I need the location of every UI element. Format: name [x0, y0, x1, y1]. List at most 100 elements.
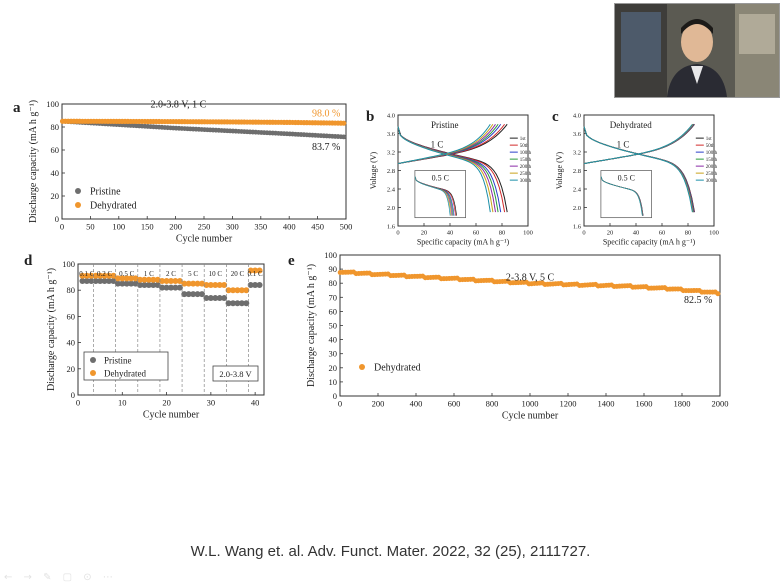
x-tick-label: 30	[207, 398, 216, 408]
rate-label: 0.5 C	[119, 270, 135, 278]
y-tick-label: 30	[329, 349, 338, 359]
y-tick-label: 80	[67, 285, 76, 295]
y-tick-label: 100	[46, 99, 59, 109]
legend-label: 200th	[706, 165, 718, 170]
y-tick-label: 3.6	[573, 131, 582, 138]
data-point	[207, 281, 214, 288]
panel-e-chart: 0 200 400 600 800 1000 1200 1400 1600 1800 2000 0 10…	[306, 250, 729, 422]
presentation-toolbar[interactable]: ← → ✎ ▢ ⊙ ⋯	[4, 572, 117, 583]
data-point	[97, 272, 104, 279]
series-dehydrated	[337, 269, 721, 297]
series-300th	[583, 123, 693, 213]
rate-label: 20 C	[231, 270, 245, 278]
y-tick-label: 3.2	[573, 149, 581, 156]
y-tick-label: 0	[55, 214, 59, 224]
x-axis-label: Cycle number	[143, 410, 200, 421]
y-tick-label: 40	[329, 335, 338, 345]
y-axis-label: Voltage (V)	[555, 151, 564, 189]
x-tick-label: 10	[118, 398, 127, 408]
legend-label: 1st	[520, 137, 526, 142]
data-point	[79, 272, 86, 279]
data-point	[238, 300, 245, 307]
panel-b-chart: 0 20 40 60 80 100 1.6 2.0 2.4 2.8 3.2 3.6 4.0 Specifi…	[369, 112, 533, 246]
x-tick-label: 1200	[560, 399, 577, 409]
y-tick-label: 60	[51, 145, 60, 155]
annotation-condition: 2.0-3.8 V, 1 C	[151, 99, 207, 110]
y-tick-label: 4.0	[573, 112, 581, 119]
panel-title: Pristine	[431, 120, 459, 130]
data-point	[172, 284, 179, 291]
x-tick-label: 0	[396, 230, 399, 237]
x-tick-label: 1600	[636, 399, 653, 409]
data-point	[225, 300, 232, 307]
annotation-retention-dehydrated: 98.0 %	[312, 109, 340, 120]
data-point	[83, 278, 90, 285]
panel-letter: a	[13, 100, 21, 116]
y-tick-label: 40	[67, 338, 76, 348]
inset-curve	[414, 176, 451, 216]
series-pristine	[60, 118, 347, 140]
inset-curve	[600, 176, 643, 216]
data-point	[243, 300, 250, 307]
legend-label: 300th	[520, 179, 532, 184]
rate-label: 1 C	[431, 139, 444, 149]
presenter-video-thumbnail[interactable]	[614, 3, 780, 98]
charge-curve	[583, 123, 694, 165]
rate-label: 5 C	[188, 270, 198, 278]
data-point	[225, 287, 232, 294]
data-point	[203, 281, 210, 288]
rate-label: 10 C	[209, 270, 223, 278]
data-point	[207, 295, 214, 302]
data-point	[119, 275, 126, 282]
data-point	[159, 278, 166, 285]
x-tick-label: 500	[340, 222, 353, 232]
legend-label: 100th	[706, 151, 718, 156]
y-tick-label: 20	[329, 363, 338, 373]
voltage-window-label: 2.0-3.8 V	[219, 369, 252, 379]
data-point	[234, 300, 241, 307]
data-point	[128, 275, 135, 282]
legend-label: 150th	[520, 158, 532, 163]
charge-curve	[583, 123, 694, 165]
data-point	[106, 272, 112, 279]
y-tick-label: 2.4	[387, 186, 396, 193]
data-point	[88, 278, 95, 285]
inset-label: 0.5 C	[618, 174, 635, 183]
inset-label: 0.5 C	[432, 174, 449, 183]
data-point	[123, 280, 130, 287]
x-tick-label: 100	[709, 230, 719, 237]
y-tick-label: 2.4	[573, 186, 582, 193]
x-tick-label: 60	[659, 230, 666, 237]
data-point	[252, 281, 259, 288]
series-300th	[397, 123, 491, 213]
y-tick-label: 1.6	[573, 223, 582, 230]
inset-frame	[414, 170, 466, 219]
presenter-video-icon	[615, 4, 779, 97]
y-tick-label: 100	[62, 259, 75, 269]
x-tick-label: 60	[473, 230, 480, 237]
data-point	[128, 280, 135, 287]
data-point	[163, 278, 170, 285]
data-point	[194, 291, 201, 298]
series-dehydrated	[59, 118, 347, 126]
rate-label: 2 C	[166, 270, 176, 278]
data-point	[185, 280, 192, 287]
y-tick-label: 100	[324, 250, 337, 260]
legend-box	[83, 351, 169, 381]
data-point	[137, 276, 143, 283]
charge-curve	[583, 123, 693, 165]
data-point	[212, 281, 219, 288]
data-point	[114, 280, 121, 287]
data-point	[110, 272, 117, 279]
x-tick-label: 50	[86, 222, 95, 232]
rate-label: 1 C	[617, 139, 630, 149]
y-tick-label: 90	[329, 264, 338, 274]
y-tick-label: 20	[51, 191, 60, 201]
legend-label: 300th	[706, 179, 718, 184]
y-tick-label: 1.6	[387, 223, 396, 230]
x-tick-label: 0	[338, 399, 342, 409]
y-axis-label: Discharge capacity (mA h g⁻¹)	[306, 264, 317, 387]
legend-label: 50th	[706, 144, 715, 149]
legend-marker-dehydrated	[359, 364, 365, 370]
